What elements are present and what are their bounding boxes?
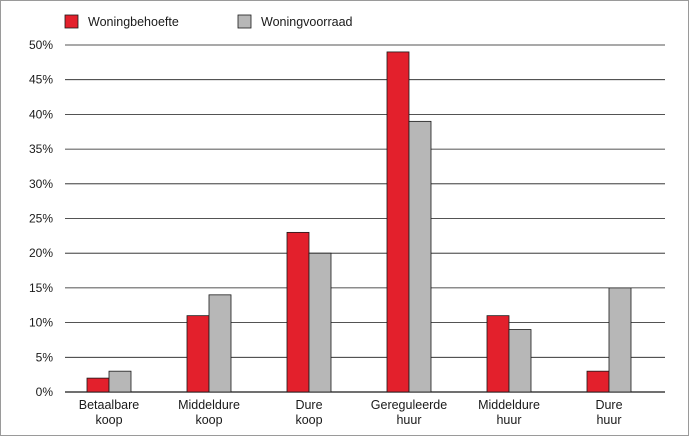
x-category-label: Middeldure huur <box>478 398 540 427</box>
y-tick-label: 10% <box>29 316 53 330</box>
legend-swatch-woningbehoefte <box>64 14 79 29</box>
bar-woningbehoefte-dure-huur <box>586 370 610 393</box>
x-axis-labels: Betaalbare koop Middeldure koop Dure koop Gere… <box>79 398 623 427</box>
y-tick-label: 50% <box>29 38 53 52</box>
bar-woningbehoefte-middeldure-huur <box>486 315 510 393</box>
bar-woningbehoefte-gereguleerde-huur <box>386 51 410 393</box>
bar-woningbehoefte-middeldure-koop <box>186 315 210 393</box>
x-category-label: Dure huur <box>595 398 622 427</box>
y-tick-label: 15% <box>29 281 53 295</box>
x-category-label: Middeldure koop <box>178 398 240 427</box>
gridlines <box>65 44 665 393</box>
x-category-label: Dure koop <box>295 398 322 427</box>
y-tick-label: 25% <box>29 212 53 226</box>
bar-woningvoorraad-gereguleerde-huur <box>408 120 432 393</box>
bar-woningbehoefte-betaalbare-koop <box>86 377 110 393</box>
y-tick-label: 20% <box>29 246 53 260</box>
bar-woningvoorraad-middeldure-huur <box>508 329 532 393</box>
y-tick-label: 5% <box>36 350 54 364</box>
legend-label-woningvoorraad: Woningvoorraad <box>261 15 353 29</box>
bar-woningbehoefte-dure-koop <box>286 231 310 393</box>
y-axis-ticks: 0% 5% 10% 15% 20% 25% 30% 35% 40% 45% 50% <box>29 38 53 399</box>
x-category-label: Betaalbare koop <box>79 398 140 427</box>
y-tick-label: 30% <box>29 177 53 191</box>
legend-swatch-woningvoorraad <box>237 14 252 29</box>
legend: Woningbehoefte Woningvoorraad <box>64 14 353 29</box>
bar-woningvoorraad-dure-huur <box>608 287 632 393</box>
y-tick-label: 40% <box>29 107 53 121</box>
y-tick-label: 0% <box>36 385 54 399</box>
y-tick-label: 35% <box>29 142 53 156</box>
bar-woningvoorraad-middeldure-koop <box>208 294 232 393</box>
bar-woningvoorraad-betaalbare-koop <box>108 370 132 393</box>
x-category-label: Gereguleerde huur <box>371 398 447 427</box>
legend-label-woningbehoefte: Woningbehoefte <box>88 15 179 29</box>
y-tick-label: 45% <box>29 73 53 87</box>
bars <box>86 51 632 393</box>
bar-woningvoorraad-dure-koop <box>308 252 332 393</box>
